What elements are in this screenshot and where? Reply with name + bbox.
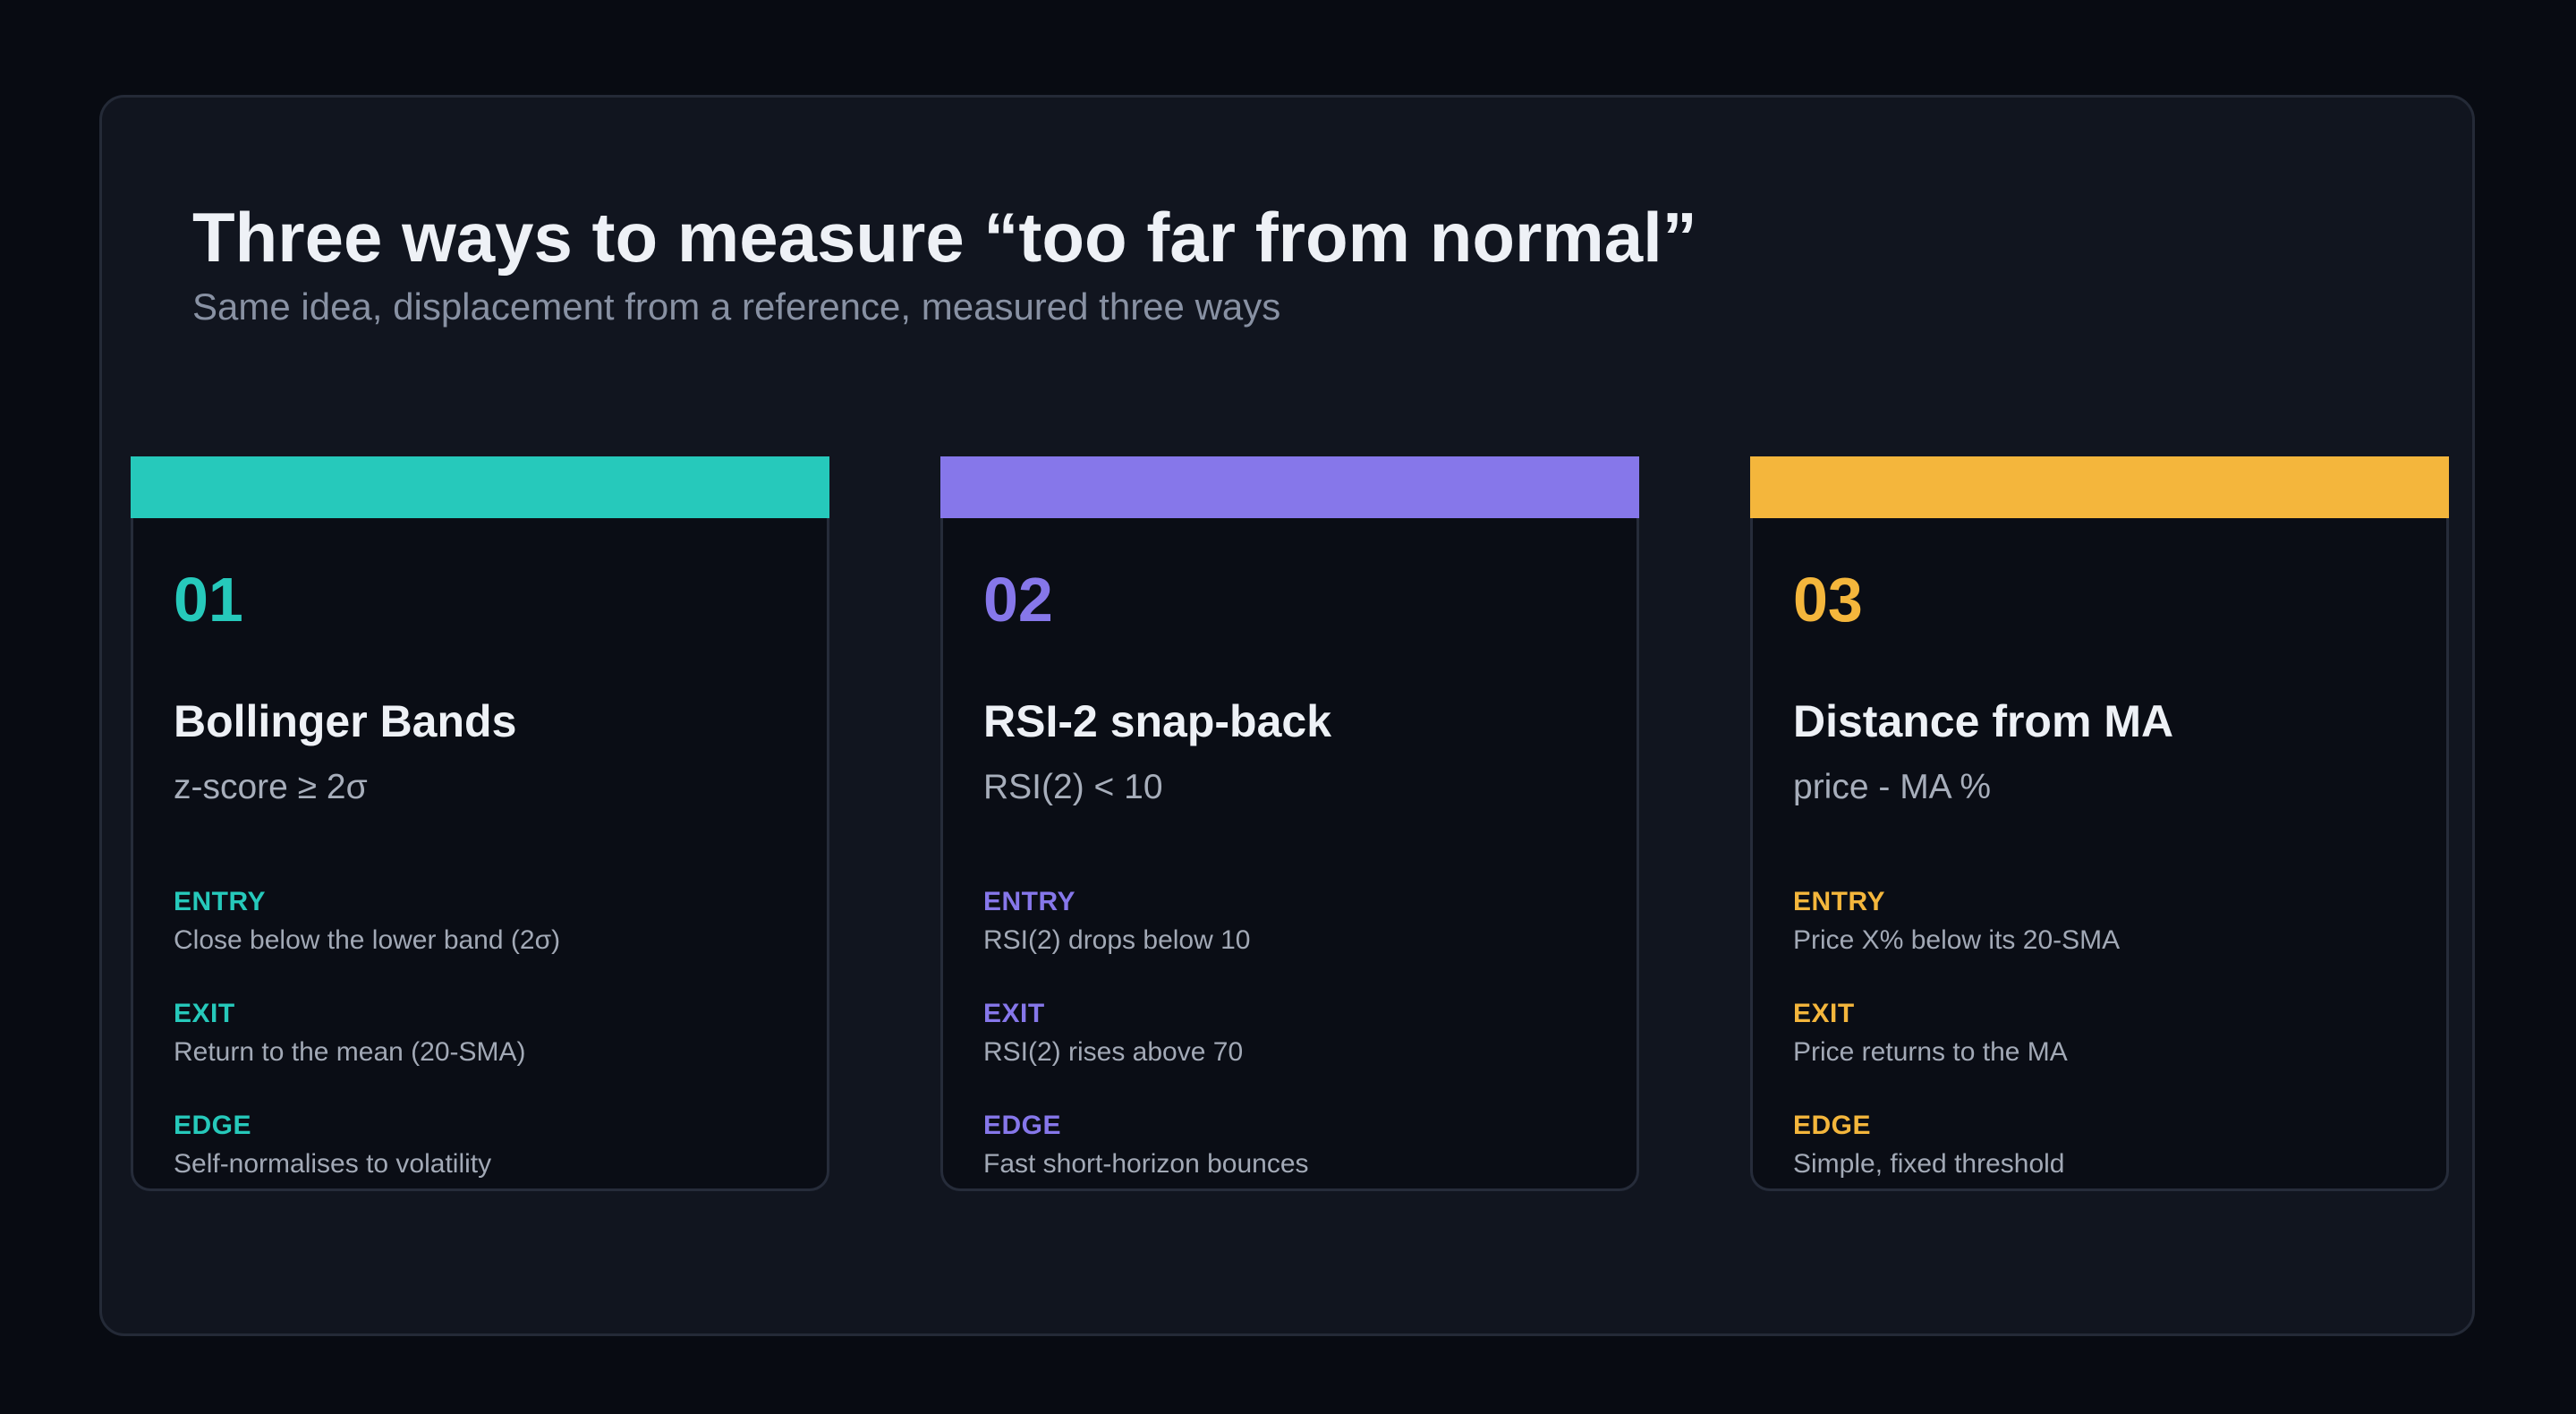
card-formula: z-score ≥ 2σ (174, 768, 368, 806)
entry-label: ENTRY (174, 887, 267, 916)
edge-text: Simple, fixed threshold (1793, 1149, 2065, 1179)
card-formula: price - MA % (1793, 768, 1992, 806)
edge-text: Fast short-horizon bounces (983, 1149, 1309, 1179)
edge-text: Self-normalises to volatility (174, 1149, 492, 1179)
accent-bar (131, 456, 829, 518)
accent-bar (1750, 456, 2449, 518)
exit-label: EXIT (983, 999, 1045, 1028)
card-title: RSI-2 snap-back (983, 696, 1332, 746)
card-title: Distance from MA (1793, 696, 2174, 746)
method-card-rsi2: 02 RSI-2 snap-back RSI(2) < 10 ENTRY RSI… (940, 456, 1639, 1191)
entry-text: Price X% below its 20-SMA (1793, 925, 2121, 955)
accent-bar (940, 456, 1639, 518)
entry-text: RSI(2) drops below 10 (983, 925, 1251, 955)
card-formula: RSI(2) < 10 (983, 768, 1163, 806)
card-number: 02 (983, 565, 1053, 635)
edge-label: EDGE (174, 1111, 252, 1140)
entry-text: Close below the lower band (2σ) (174, 925, 561, 955)
exit-text: Return to the mean (20-SMA) (174, 1037, 526, 1067)
page-subtitle: Same idea, displacement from a reference… (192, 285, 1281, 328)
entry-label: ENTRY (983, 887, 1076, 916)
entry-label: ENTRY (1793, 887, 1886, 916)
method-card-distance-ma: 03 Distance from MA price - MA % ENTRY P… (1750, 456, 2449, 1191)
method-card-bollinger: 01 Bollinger Bands z-score ≥ 2σ ENTRY Cl… (131, 456, 829, 1191)
exit-text: RSI(2) rises above 70 (983, 1037, 1244, 1067)
card-title: Bollinger Bands (174, 696, 517, 746)
page-title: Three ways to measure “too far from norm… (192, 198, 1697, 277)
card-number: 01 (174, 565, 243, 635)
edge-label: EDGE (1793, 1111, 1872, 1140)
exit-text: Price returns to the MA (1793, 1037, 2068, 1067)
card-number: 03 (1793, 565, 1863, 635)
edge-label: EDGE (983, 1111, 1062, 1140)
exit-label: EXIT (1793, 999, 1855, 1028)
exit-label: EXIT (174, 999, 235, 1028)
